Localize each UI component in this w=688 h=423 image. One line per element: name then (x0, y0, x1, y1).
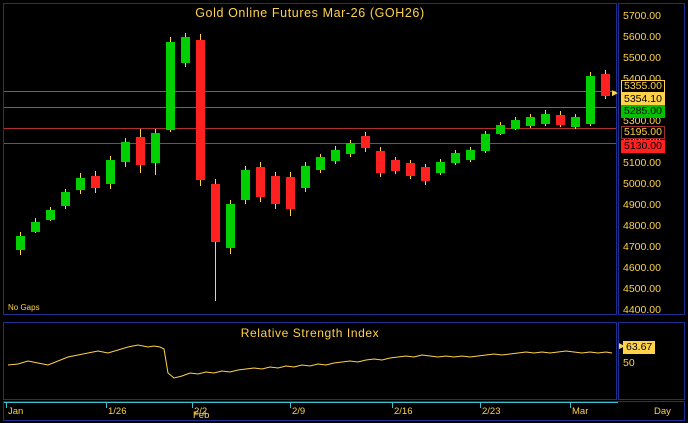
price-tag-5285[interactable]: 5285.00 (621, 105, 665, 118)
x-tick-0202: 2/2 (194, 406, 208, 417)
x-tick-mar: Mar (572, 406, 589, 417)
time-axis: Jan 1/26 2/2 Feb 2/9 2/16 2/23 Mar Day (3, 401, 685, 421)
rsi-value-arrow-icon: ► (617, 341, 627, 352)
y-tick-10: 4700.00 (623, 241, 661, 253)
y-tick-7: 5000.00 (623, 178, 661, 190)
hline-5285 (4, 107, 616, 108)
hline-5130 (4, 143, 616, 144)
y-tick-12: 4500.00 (623, 283, 661, 295)
axis-tick-mark-0126 (106, 402, 107, 408)
y-tick-1: 5600.00 (623, 31, 661, 43)
rsi-panel[interactable]: Relative Strength Index (3, 322, 617, 400)
hline-5355 (4, 91, 616, 92)
axis-baseline (4, 402, 618, 403)
price-tag-5130[interactable]: 5130.00 (621, 140, 665, 153)
y-tick-2: 5500.00 (623, 52, 661, 64)
price-axis: 5700.00 5600.00 5500.00 5400.00 5300.00 … (618, 3, 685, 316)
rsi-line-series (7, 344, 613, 379)
axis-tick-mark-0202 (192, 402, 193, 408)
candlestick-series (16, 33, 610, 301)
rsi-title: Relative Strength Index (240, 326, 380, 340)
rsi-mid-label: 50 (623, 357, 635, 369)
y-tick-9: 4800.00 (623, 220, 661, 232)
no-gaps-label: No Gaps (8, 303, 40, 312)
axis-tick-mark-0223 (480, 402, 481, 408)
axis-tick-mark-jan (6, 402, 7, 408)
axis-tick-mark-mar (570, 402, 571, 408)
y-tick-4: 5300.00 (623, 115, 661, 127)
y-tick-6: 5100.00 (623, 157, 661, 169)
y-tick-8: 4900.00 (623, 199, 661, 211)
y-tick-11: 4600.00 (623, 262, 661, 274)
x-tick-0216: 2/16 (394, 406, 413, 417)
y-tick-13: 4400.00 (623, 304, 661, 316)
rsi-axis: 63.67 50 ► (617, 322, 685, 400)
x-tick-feb-label: Feb (193, 410, 210, 421)
x-tick-0223: 2/23 (482, 406, 501, 417)
price-tag-5355[interactable]: 5355.00 (621, 80, 665, 93)
chart-title: Gold Online Futures Mar-26 (GOH26) (195, 6, 425, 20)
axis-tick-mark-0216 (392, 402, 393, 408)
hline-5195 (4, 128, 616, 129)
x-tick-0209: 2/9 (292, 406, 306, 417)
x-axis-unit-label: Day (654, 406, 671, 417)
y-tick-0: 5700.00 (623, 10, 661, 22)
price-chart-panel[interactable]: Gold Online Futures Mar-26 (GOH26) No Ga… (3, 3, 617, 315)
last-price-arrow-icon: ► (610, 88, 620, 99)
x-tick-jan: Jan (8, 406, 24, 417)
price-tag-5195[interactable]: 5195.00 (621, 126, 665, 139)
axis-tick-mark-0209 (290, 402, 291, 408)
x-tick-0126: 1/26 (108, 406, 127, 417)
rsi-value-tag[interactable]: 63.67 (623, 341, 656, 354)
